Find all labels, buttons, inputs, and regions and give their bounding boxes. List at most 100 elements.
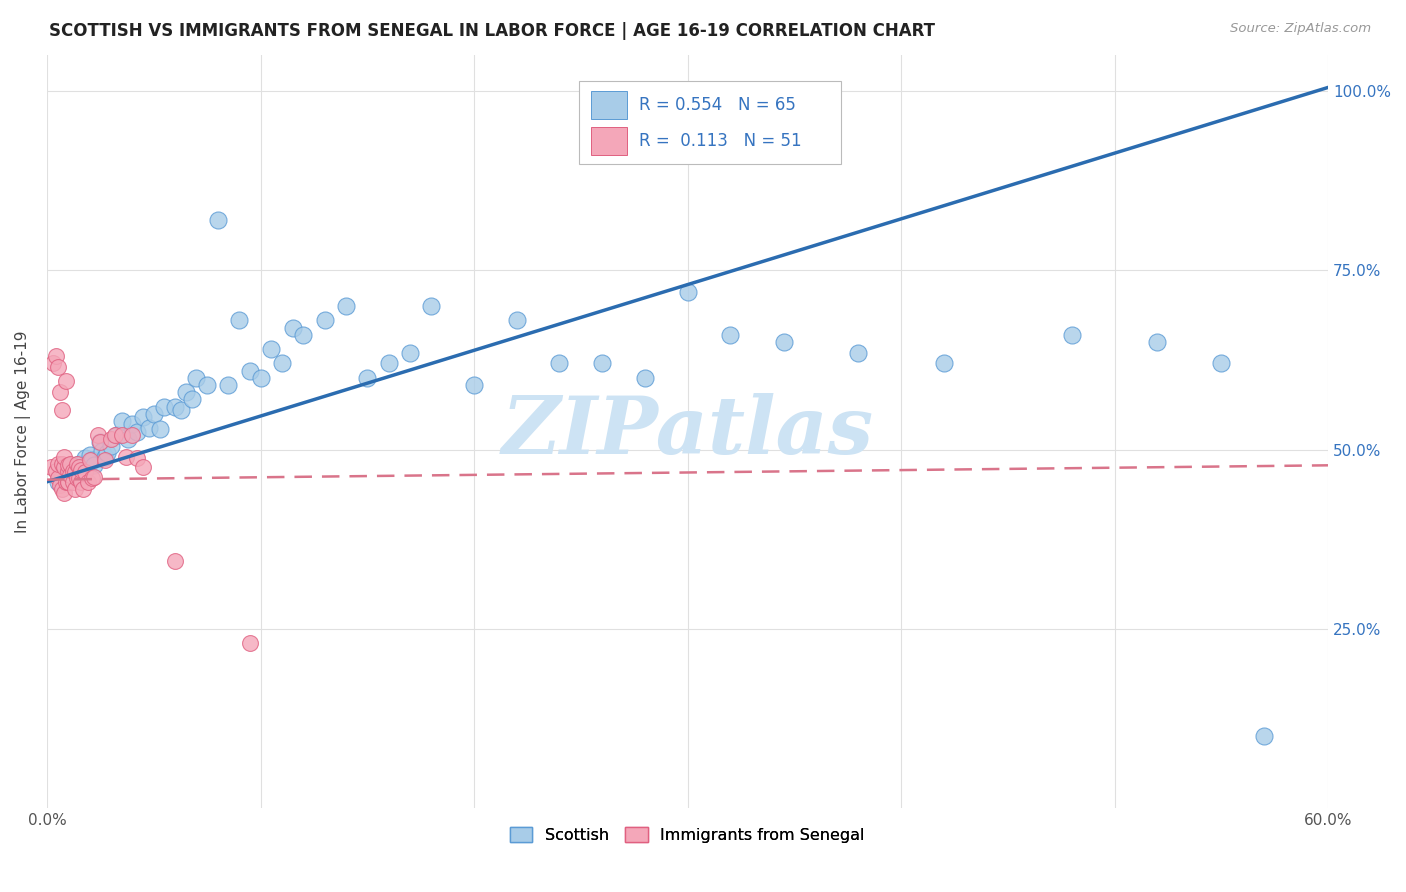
Point (87, 428, 110, 442)
Point (932, 356, 955, 370)
Point (399, 345, 422, 359)
Point (420, 299, 443, 313)
Point (111, 414, 134, 428)
Point (53, 485, 76, 500)
Point (49, 478, 72, 492)
Point (228, 313, 250, 327)
Point (76, 475, 98, 489)
Point (70, 462, 93, 476)
Text: ZIPatlas: ZIPatlas (502, 392, 873, 470)
Point (49, 385, 72, 400)
Text: SCOTTISH VS IMMIGRANTS FROM SENEGAL IN LABOR FORCE | AGE 16-19 CORRELATION CHART: SCOTTISH VS IMMIGRANTS FROM SENEGAL IN L… (49, 22, 935, 40)
Point (58, 475, 80, 489)
Point (676, 285, 699, 299)
Point (66, 457, 89, 471)
Point (718, 327, 741, 342)
Point (506, 313, 529, 327)
Point (125, 425, 148, 439)
Point (59, 457, 82, 471)
Point (93, 450, 115, 464)
Point (314, 313, 336, 327)
Point (51, 482, 73, 496)
Point (46, 471, 69, 485)
Point (66, 460, 89, 475)
Point (111, 428, 134, 442)
Point (39, 460, 62, 475)
Point (44, 349, 66, 363)
Point (63, 466, 86, 480)
Point (53, 450, 76, 464)
Point (46, 475, 69, 489)
Point (58, 458, 80, 473)
Point (181, 392, 204, 407)
Y-axis label: In Labor Force | Age 16-19: In Labor Force | Age 16-19 (15, 330, 31, 533)
Point (83, 470, 105, 484)
Point (96, 446, 118, 460)
Point (104, 428, 127, 442)
Point (153, 400, 176, 414)
Point (63, 466, 86, 480)
Point (270, 356, 292, 370)
Point (55, 467, 77, 482)
Point (848, 345, 870, 359)
Point (46, 360, 69, 375)
Point (121, 417, 143, 432)
Point (138, 421, 160, 435)
FancyBboxPatch shape (592, 127, 627, 155)
Point (89, 435, 111, 450)
Point (1253, 730, 1275, 744)
FancyBboxPatch shape (579, 81, 841, 164)
Point (356, 371, 378, 385)
Point (93, 453, 115, 467)
Text: R =  0.113   N = 51: R = 0.113 N = 51 (638, 132, 801, 150)
Point (125, 451, 148, 466)
Point (463, 378, 485, 392)
Point (55, 375, 77, 389)
Point (207, 213, 229, 227)
Point (1146, 334, 1168, 349)
Point (67, 471, 90, 485)
Point (249, 371, 271, 385)
Point (53, 460, 76, 475)
Point (591, 356, 613, 370)
Point (121, 428, 143, 442)
Point (79, 453, 101, 467)
Point (170, 403, 193, 417)
Point (1211, 356, 1233, 370)
Point (55, 475, 77, 489)
Point (75, 451, 97, 466)
Text: Source: ZipAtlas.com: Source: ZipAtlas.com (1230, 22, 1371, 36)
Point (42, 356, 65, 370)
FancyBboxPatch shape (592, 90, 627, 120)
Point (63, 482, 86, 496)
Point (67, 457, 90, 471)
Point (260, 342, 283, 356)
Point (51, 457, 73, 471)
Point (239, 364, 262, 378)
Point (100, 439, 122, 453)
Text: R = 0.554   N = 65: R = 0.554 N = 65 (638, 95, 796, 114)
Point (67, 460, 90, 475)
Legend: Scottish, Immigrants from Senegal: Scottish, Immigrants from Senegal (503, 820, 872, 849)
Point (186, 371, 208, 385)
Point (1060, 327, 1083, 342)
Point (44, 464, 66, 478)
Point (46, 457, 69, 471)
Point (165, 554, 187, 568)
Point (117, 432, 139, 446)
Point (174, 385, 197, 400)
Point (58, 475, 80, 489)
Point (70, 470, 93, 484)
Point (62, 464, 84, 478)
Point (58, 464, 80, 478)
Point (239, 636, 262, 650)
Point (335, 299, 357, 313)
Point (80, 471, 103, 485)
Point (292, 327, 315, 342)
Point (115, 450, 138, 464)
Point (149, 422, 172, 436)
Point (62, 462, 84, 476)
Point (59, 467, 82, 482)
Point (89, 435, 111, 450)
Point (142, 407, 165, 421)
